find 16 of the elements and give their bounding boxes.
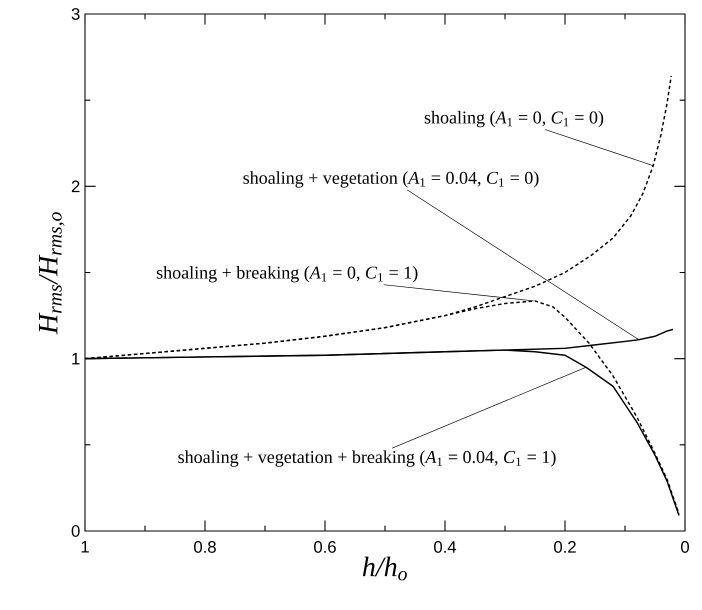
y-tick-label: 0	[72, 525, 80, 537]
x-tick-label: 0.8	[194, 541, 216, 553]
annotation: shoaling (A$_{1}$ = 0, C$_{1}$ = 0)	[424, 110, 604, 128]
y-tick-label: 3	[72, 8, 80, 20]
x-tick-label: 0.4	[434, 541, 456, 553]
x-tick-label: 0	[681, 541, 689, 553]
annotation: shoaling + breaking (A$_{1}$ = 0, C$_{1}$ = 1)	[156, 266, 418, 282]
x-tick-label: 1	[82, 541, 89, 553]
y-tick-label: 2	[72, 180, 80, 192]
x-tick-label: 0.6	[314, 541, 336, 553]
y-axis-title: H$_{rms}$/H$_{rms,o}$	[38, 212, 65, 334]
annotation: shoaling + vegetation + breaking (A$_{1}$ = 0.04, C$_{1}$ = 1)	[178, 450, 556, 467]
x-axis-title: h/h$_{o}$	[362, 556, 407, 580]
y-tick-label: 1	[72, 352, 80, 364]
annotation: shoaling + vegetation (A$_{1}$ = 0.04, C$_{1}$ = 0)	[243, 171, 538, 188]
x-tick-label: 0.2	[554, 541, 576, 553]
